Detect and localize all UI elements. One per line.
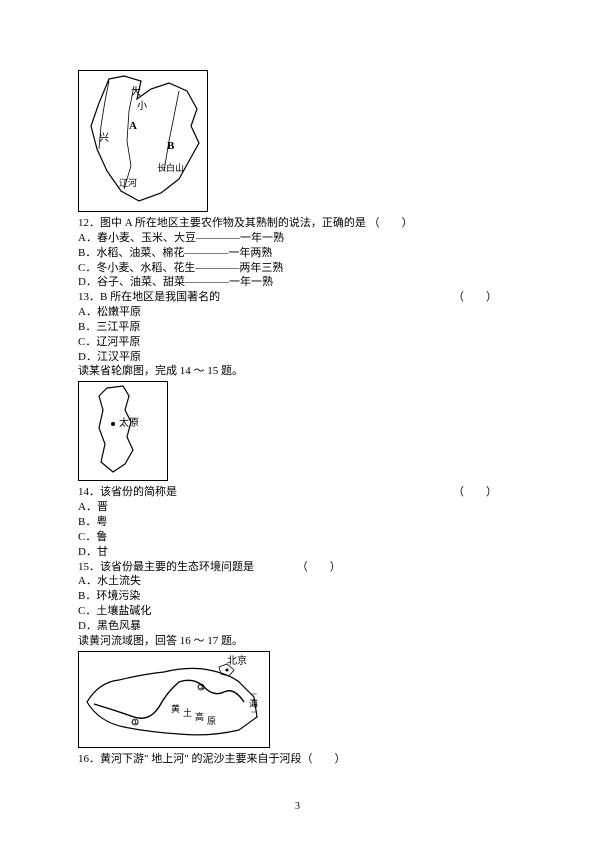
- svg-text:北京: 北京: [227, 654, 247, 667]
- q15-option-a: A．水土流失: [78, 574, 517, 589]
- q12-paren: （ ）: [369, 217, 413, 229]
- lead-14-15: 读某省轮廓图，完成 14 ～ 15 题。: [78, 364, 517, 379]
- q14-stem-text: 14．该省份的简称是: [78, 486, 177, 498]
- q15-paren: （ ）: [297, 561, 341, 573]
- svg-text:长白山: 长白山: [157, 162, 184, 173]
- q14-stem: 14．该省份的简称是 （ ）: [78, 485, 517, 500]
- svg-text:土: 土: [183, 707, 192, 718]
- q12-option-c: C．冬小麦、水稻、花生————两年三熟: [78, 261, 517, 276]
- svg-text:兴: 兴: [99, 132, 109, 144]
- q14-option-b: B．粤: [78, 515, 517, 530]
- q14-option-d: D．甘: [78, 545, 517, 560]
- q12-stem: 12．图中 A 所在地区主要农作物及其熟制的说法，正确的是 （ ）: [78, 216, 517, 231]
- q13-stem-text: 13．B 所在地区是我国著名的: [78, 291, 220, 303]
- svg-text:②: ②: [198, 683, 205, 692]
- q13-option-d: D．江汉平原: [78, 350, 517, 365]
- q14-option-a: A．晋: [78, 500, 517, 515]
- northeast-china-map: 大 小 兴 A B 长白山 辽河: [78, 70, 208, 212]
- q14-option-c: C．鲁: [78, 530, 517, 545]
- q15-option-b: B．环境污染: [78, 589, 517, 604]
- q15-option-d: D．黑色风暴: [78, 619, 517, 634]
- svg-text:①: ①: [132, 718, 139, 727]
- q12-option-b: B．水稻、油菜、棉花————一年两熟: [78, 246, 517, 261]
- lead-16-17: 读黄河流域图，回答 16 ～ 17 题。: [78, 634, 517, 649]
- q12-option-d: D．谷子、油菜、甜菜————一年一熟: [78, 275, 517, 290]
- q16-stem: 16．黄河下游" 地上河" 的泥沙主要来自于河段（ ）: [78, 752, 517, 767]
- q13-stem: 13．B 所在地区是我国著名的 （ ）: [78, 290, 517, 305]
- svg-text:A: A: [129, 120, 137, 132]
- q13-option-c: C．辽河平原: [78, 335, 517, 350]
- q14-paren: （ ）: [453, 485, 497, 500]
- q16-stem-text: 16．黄河下游" 地上河" 的泥沙主要来自于河段: [78, 753, 301, 765]
- q15-option-c: C．土壤盐碱化: [78, 604, 517, 619]
- svg-text:大: 大: [131, 85, 141, 98]
- q15-stem-text: 15．该省份最主要的生态环境问题是: [78, 561, 254, 573]
- q12-option-a: A．春小麦、玉米、大豆————一年一熟: [78, 231, 517, 246]
- svg-text:B: B: [167, 140, 175, 152]
- q15-stem: 15．该省份最主要的生态环境问题是 （ ）: [78, 560, 517, 575]
- q13-paren: （ ）: [453, 290, 497, 305]
- svg-text:海: 海: [249, 698, 258, 709]
- svg-text:黄: 黄: [171, 703, 180, 714]
- svg-text:小: 小: [137, 100, 147, 112]
- svg-text:辽河: 辽河: [119, 177, 137, 188]
- yellow-river-basin-map: 北京 黄 土 高 原 ① ② 海: [78, 651, 270, 748]
- q13-option-a: A．松嫩平原: [78, 305, 517, 320]
- page-number: 3: [0, 801, 595, 812]
- q12-stem-text: 12．图中 A 所在地区主要农作物及其熟制的说法，正确的是: [78, 217, 366, 229]
- q16-paren: （ ）: [301, 753, 345, 765]
- q13-option-b: B．三江平原: [78, 320, 517, 335]
- svg-text:原: 原: [207, 716, 216, 726]
- province-outline-map: 太原: [78, 381, 168, 481]
- svg-text:高: 高: [195, 711, 204, 722]
- svg-text:太原: 太原: [119, 416, 139, 429]
